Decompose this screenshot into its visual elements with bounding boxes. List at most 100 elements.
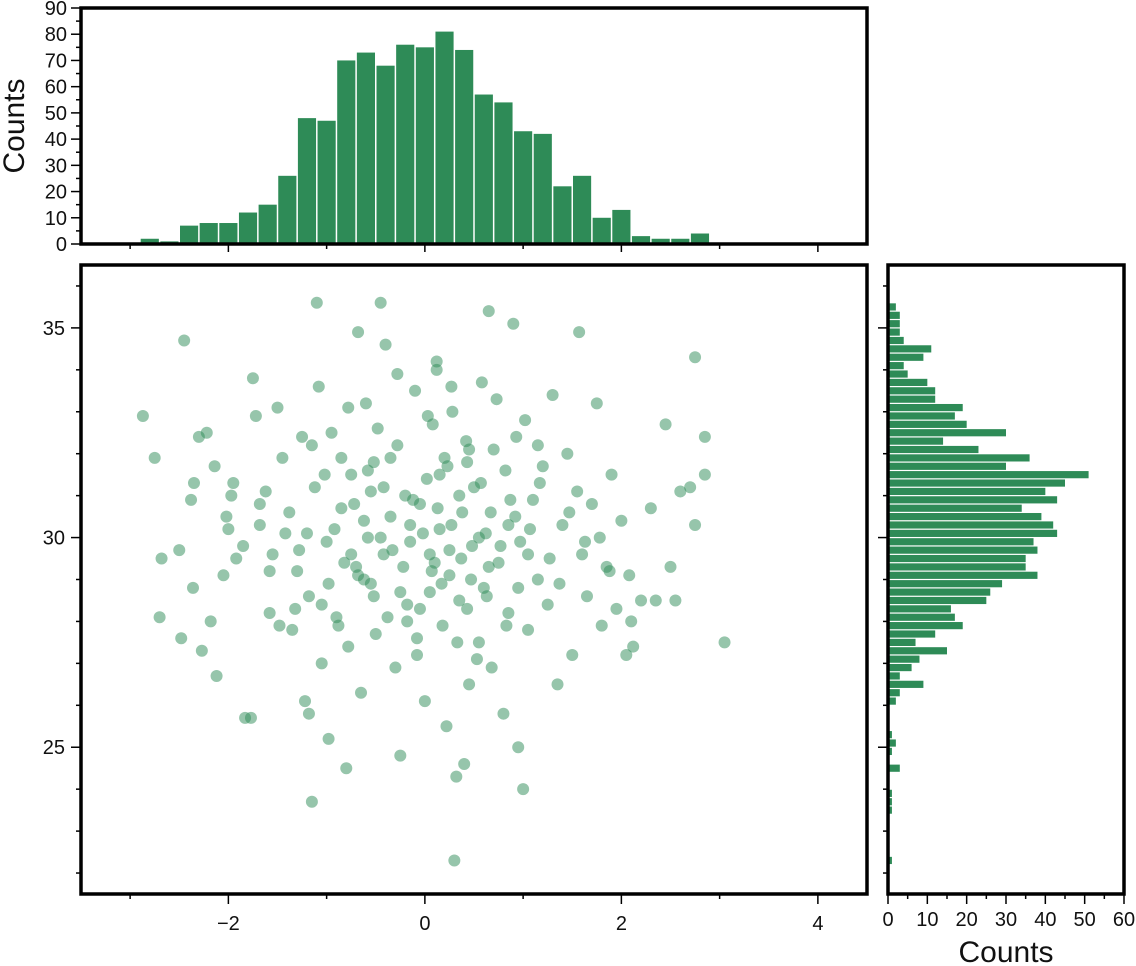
scatter-point: [579, 535, 592, 548]
scatter-point: [590, 397, 603, 410]
scatter-point: [433, 468, 446, 481]
top-histogram-bar: [219, 223, 238, 244]
scatter-x-axis: −2 0 2 4: [129, 894, 823, 935]
scatter-point: [302, 590, 315, 603]
top-histogram-bar: [317, 120, 336, 244]
right-histogram-bar: [888, 630, 936, 638]
scatter-point: [361, 464, 374, 477]
scatter-point: [531, 439, 544, 452]
scatter-y-tick-label: 25: [43, 737, 65, 759]
scatter-point: [178, 334, 191, 347]
scatter-y-tick-label: 35: [43, 318, 65, 340]
scatter-point: [384, 451, 397, 464]
scatter-point: [533, 477, 546, 490]
scatter-point: [450, 770, 463, 783]
scatter-frame: [79, 263, 869, 896]
scatter-point: [443, 544, 456, 557]
scatter-point: [357, 514, 370, 527]
scatter-point: [310, 296, 323, 309]
right-histogram-bar: [888, 353, 924, 361]
right-histogram-bar: [888, 689, 900, 697]
scatter-point: [502, 607, 515, 620]
top-histogram-bar: [494, 102, 513, 245]
right-histogram-bar: [888, 605, 951, 613]
scatter-point: [526, 493, 539, 506]
right-histogram-frame: [886, 263, 1126, 896]
scatter-point: [490, 393, 503, 406]
top-histogram-bar: [690, 233, 710, 244]
scatter-point: [510, 430, 523, 443]
right-histogram-bar: [888, 856, 892, 865]
scatter-point: [279, 527, 292, 540]
scatter-point: [456, 506, 469, 519]
scatter-point: [659, 418, 672, 431]
top-histogram-bar: [573, 175, 592, 244]
scatter-point: [492, 556, 505, 569]
scatter-point: [352, 326, 365, 339]
scatter-point: [556, 518, 569, 531]
scatter-point: [305, 439, 318, 452]
top-histogram-bar: [533, 133, 552, 244]
scatter-point: [263, 607, 276, 620]
scatter-point: [423, 586, 436, 599]
right-histogram-bar: [888, 580, 1003, 588]
scatter-point: [497, 707, 510, 720]
scatter-point: [364, 485, 377, 498]
scatter-points: [136, 296, 731, 867]
scatter-point: [409, 384, 422, 397]
scatter-point: [536, 460, 549, 473]
scatter-point: [322, 577, 335, 590]
right-histogram-bar: [888, 378, 928, 387]
right-histogram-bar: [888, 320, 900, 328]
scatter-point: [315, 657, 328, 670]
scatter-point: [374, 531, 387, 544]
right-histogram-bar: [888, 370, 908, 378]
top-histogram-bar: [553, 186, 572, 244]
right-histogram-bar: [888, 672, 900, 680]
scatter-point: [418, 695, 431, 708]
right-histogram-bar: [888, 303, 896, 311]
scatter-point: [689, 351, 702, 364]
scatter-point: [187, 477, 200, 490]
scatter-point: [361, 531, 374, 544]
scatter-point: [394, 586, 407, 599]
scatter-point: [312, 380, 325, 393]
scatter-point: [448, 854, 461, 867]
right-histogram-x-tick-label: 10: [916, 909, 938, 931]
top-histogram-y-tick-label: 70: [45, 50, 67, 72]
right-histogram-xlabel: Counts: [958, 936, 1053, 966]
scatter-point: [371, 422, 384, 435]
scatter-point: [217, 569, 230, 582]
right-histogram-bar: [888, 412, 955, 420]
scatter-point: [551, 678, 564, 691]
scatter-point: [585, 498, 598, 511]
scatter-point: [644, 502, 657, 515]
scatter-point: [423, 548, 436, 561]
right-histogram-bar: [888, 462, 1006, 470]
scatter-point: [359, 397, 372, 410]
scatter-point: [605, 468, 618, 481]
scatter-point: [355, 686, 368, 699]
scatter-point: [404, 518, 417, 531]
scatter-y-axis: 25 30 35: [43, 285, 81, 874]
scatter-point: [433, 523, 446, 536]
scatter-point: [345, 548, 358, 561]
right-histogram-bar: [888, 496, 1058, 504]
right-histogram-bar: [888, 429, 1006, 437]
scatter-point: [472, 531, 485, 544]
scatter-point: [374, 296, 387, 309]
scatter-point: [524, 523, 536, 536]
scatter-point: [698, 430, 711, 443]
scatter-point: [173, 544, 186, 557]
scatter-point: [286, 623, 299, 636]
scatter-point: [494, 539, 507, 552]
scatter-point: [615, 514, 628, 527]
scatter-point: [273, 619, 286, 632]
scatter-point: [332, 619, 345, 632]
top-histogram-bar: [337, 60, 356, 244]
scatter-point: [227, 477, 240, 490]
scatter-point: [338, 556, 351, 569]
scatter-point: [299, 695, 312, 708]
scatter-point: [499, 464, 512, 477]
